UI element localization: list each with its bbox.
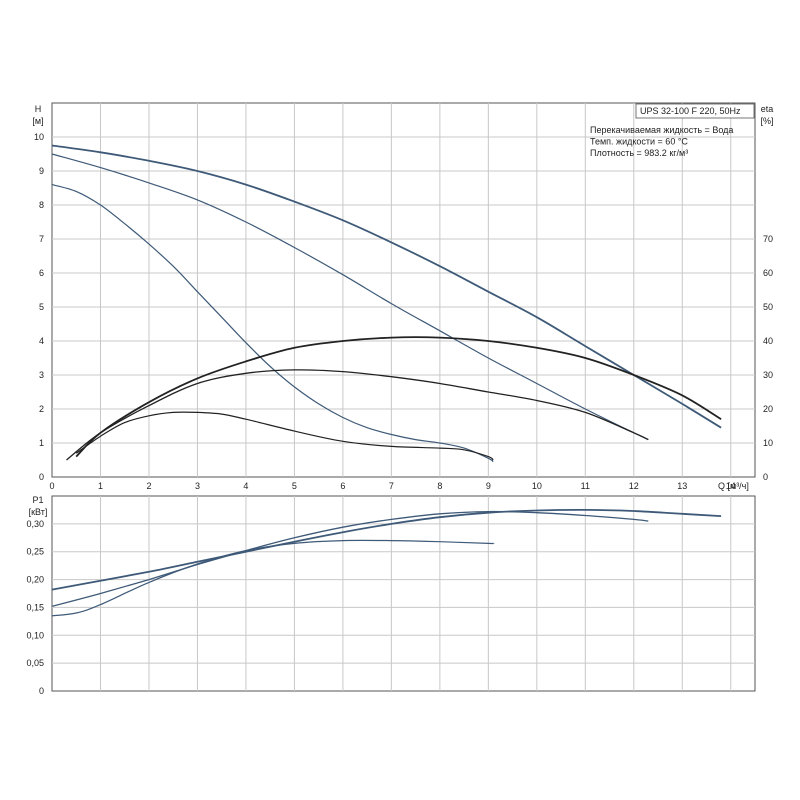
y2-tick-label: 60: [763, 268, 773, 278]
x-tick-label: 4: [243, 481, 248, 491]
x-tick-label: 7: [389, 481, 394, 491]
y2-tick-label: 30: [763, 370, 773, 380]
power-axis-unit: [кВт]: [29, 507, 48, 517]
y2-tick-label: 40: [763, 336, 773, 346]
efficiency-curve-3: [75, 411, 494, 461]
head-curve-2: [51, 153, 649, 441]
fluid-info-line: Перекачиваемая жидкость = Вода: [590, 125, 733, 135]
power-panel: 0 0,05 0,10 0,15 0,20 0,25 0,30 P1 [кВт]: [26, 495, 756, 696]
x-axis-label: Q [м³/ч]: [718, 481, 749, 491]
y-tick-label: 10: [34, 132, 44, 142]
x-tick-label: 2: [146, 481, 151, 491]
y2-tick-label: 50: [763, 302, 773, 312]
head-curve-3: [51, 184, 494, 463]
top-plot-frame: [51, 102, 756, 478]
y-tick-label: 8: [39, 200, 44, 210]
y-tick-label: 3: [39, 370, 44, 380]
fluid-info-line: Плотность = 983.2 кг/м³: [590, 148, 688, 158]
bottom-plot-frame: [51, 495, 756, 692]
power-curve-2: [51, 510, 649, 607]
power-y-tick-label: 0,30: [26, 519, 44, 529]
power-y-tick-label: 0: [39, 686, 44, 696]
y2-tick-label: 70: [763, 234, 773, 244]
x-tick-label: 6: [340, 481, 345, 491]
power-axis-label: P1: [32, 495, 43, 505]
y-tick-label: 2: [39, 404, 44, 414]
y2-tick-label: 0: [763, 472, 768, 482]
x-tick-label: 13: [677, 481, 687, 491]
y2-axis-label: eta: [761, 104, 774, 114]
x-tick-label: 9: [486, 481, 491, 491]
x-tick-label: 10: [532, 481, 542, 491]
power-curve-3: [51, 539, 495, 617]
x-tick-label: 5: [292, 481, 297, 491]
power-y-tick-label: 0,15: [26, 602, 44, 612]
y-tick-label: 6: [39, 268, 44, 278]
power-curve-1: [51, 508, 722, 591]
x-tick-label: 0: [49, 481, 54, 491]
y-tick-label: 0: [39, 472, 44, 482]
y-tick-label: 1: [39, 438, 44, 448]
y-tick-label: 4: [39, 336, 44, 346]
efficiency-curve-1: [75, 336, 722, 458]
efficiency-curve-2: [66, 369, 649, 461]
fluid-info-line: Темп. жидкости = 60 °C: [590, 137, 688, 147]
power-y-tick-label: 0,20: [26, 575, 44, 585]
y-tick-label: 5: [39, 302, 44, 312]
power-y-tick-label: 0,25: [26, 547, 44, 557]
x-tick-label: 3: [195, 481, 200, 491]
y-axis-label: H: [35, 104, 42, 114]
y2-tick-label: 10: [763, 438, 773, 448]
y-tick-label: 7: [39, 234, 44, 244]
head-curve-1: [51, 144, 722, 429]
x-tick-label: 12: [629, 481, 639, 491]
power-y-tick-label: 0,05: [26, 658, 44, 668]
model-label: UPS 32-100 F 220, 50Hz: [640, 106, 741, 116]
y-tick-label: 9: [39, 166, 44, 176]
y-axis-unit: [м]: [32, 116, 43, 126]
x-tick-label: 11: [581, 481, 590, 491]
model-label-box: [635, 103, 755, 119]
power-y-tick-label: 0,10: [26, 630, 44, 640]
y2-axis-unit: [%]: [760, 116, 773, 126]
x-tick-label: 8: [437, 481, 442, 491]
y2-tick-label: 20: [763, 404, 773, 414]
x-tick-label: 14: [726, 481, 736, 491]
x-tick-label: 1: [98, 481, 103, 491]
